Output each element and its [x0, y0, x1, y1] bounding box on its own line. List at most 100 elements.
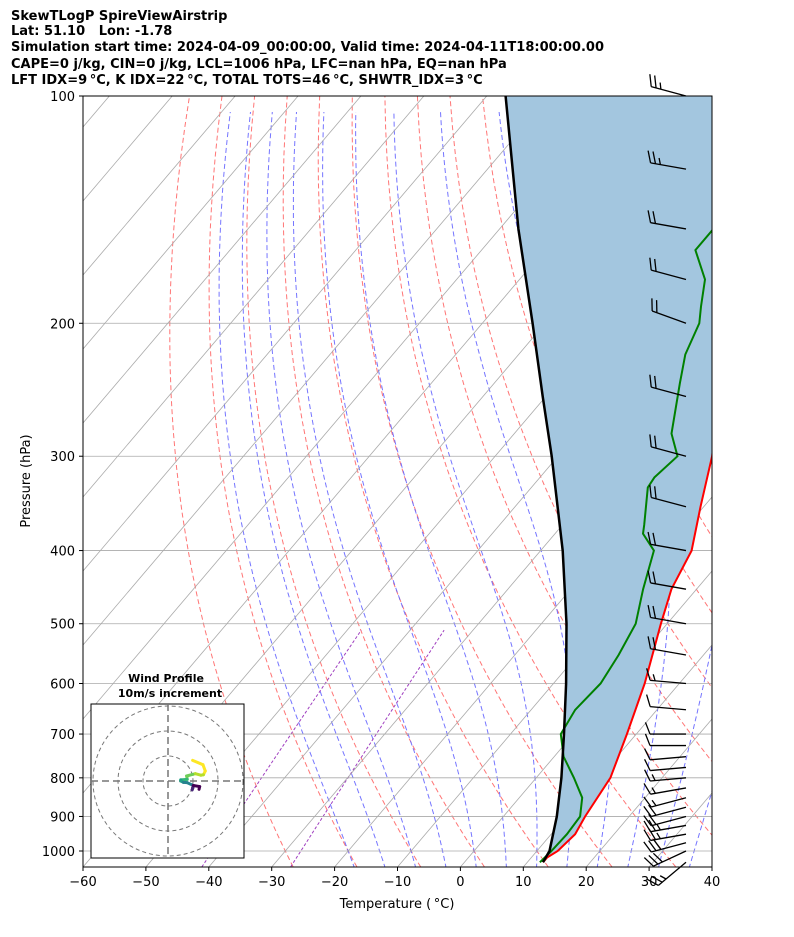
wind-barb	[644, 769, 687, 782]
inset-title: Wind Profile	[128, 672, 204, 685]
wind-barb-shaft	[650, 648, 687, 656]
wind-barb-feather	[654, 258, 657, 272]
x-tick-label: 20	[578, 875, 595, 890]
wind-barb	[647, 531, 687, 552]
isotherm-line	[397, 496, 712, 867]
dry-adiabat	[776, 96, 794, 867]
wind-barb-feather	[648, 854, 659, 865]
x-tick-label: −20	[321, 875, 348, 890]
wind-barb-feather	[652, 637, 657, 650]
isotherm-line	[83, 96, 362, 424]
temperature-line	[542, 448, 712, 863]
wind-barb-feather	[645, 694, 651, 707]
isotherm-line	[83, 96, 488, 572]
wind-barb-shaft	[651, 496, 687, 508]
wind-barb-feather	[644, 769, 651, 782]
wind-barb-feather	[652, 151, 657, 164]
wind-barb-shaft	[651, 806, 687, 818]
dewpoint-line	[539, 229, 712, 864]
wind-barb-shaft	[651, 310, 687, 324]
wind-barb-shaft	[651, 386, 687, 398]
isotherm-line	[585, 718, 712, 867]
dry-adiabat	[282, 96, 485, 867]
moist-adiabat	[355, 111, 507, 867]
dry-adiabat	[169, 96, 294, 867]
wind-barb-feather	[651, 787, 657, 794]
wind-barb-shaft	[650, 705, 687, 711]
x-tick-label: −30	[258, 875, 285, 890]
wind-barb-shaft	[650, 162, 687, 170]
wind-barb-feather	[644, 748, 651, 761]
dry-adiabat	[384, 96, 677, 867]
isotherm-line	[711, 866, 712, 867]
moist-adiabat	[322, 111, 477, 867]
wind-barb-shaft	[653, 850, 687, 867]
y-tick-label: 700	[50, 728, 75, 743]
wind-barb-feather	[649, 374, 652, 388]
y-axis-label: Pressure (hPa)	[19, 434, 34, 527]
wind-barb	[651, 298, 687, 324]
wind-barb-feather	[658, 157, 662, 165]
wind-barb-feather	[654, 435, 657, 449]
wind-barb-shaft	[650, 777, 687, 782]
wind-barb-feather	[643, 815, 652, 827]
wind-barb-feather	[654, 75, 657, 89]
wind-barb-shaft	[650, 766, 687, 772]
wind-barb	[647, 861, 687, 886]
wind-barb	[649, 257, 687, 281]
wind-barb-feather	[652, 571, 657, 584]
moist-adiabat	[266, 111, 417, 867]
y-tick-label: 600	[50, 678, 75, 693]
y-tick-label: 200	[50, 317, 75, 332]
chart-title: SkewTLogP SpireViewAirstrip	[11, 9, 228, 24]
dry-adiabat	[246, 96, 422, 867]
wind-barb-feather	[643, 783, 652, 795]
wind-barb-feather	[652, 211, 657, 224]
wind-barb-feather	[643, 820, 652, 833]
x-tick-label: −50	[132, 875, 159, 890]
wind-barb-feather	[649, 434, 652, 447]
wind-barb-shaft	[651, 269, 687, 281]
wind-barb-shaft	[651, 815, 687, 827]
isotherm-line	[83, 96, 236, 276]
y-tick-label: 900	[50, 810, 75, 825]
wind-barb-feather	[644, 722, 651, 735]
isotherm-line	[83, 96, 425, 498]
x-tick-label: −10	[384, 875, 411, 890]
dry-adiabat	[449, 96, 712, 763]
isotherm-line	[83, 96, 613, 720]
dry-adiabat	[208, 96, 358, 867]
wind-barb	[649, 74, 687, 97]
y-tick-label: 800	[50, 772, 75, 787]
wind-barb-feather	[648, 813, 657, 825]
wind-barb-feather	[648, 840, 657, 852]
wind-barb-feather	[643, 829, 652, 841]
y-tick-label: 300	[50, 450, 75, 465]
wind-barb-shaft	[650, 543, 687, 552]
dry-adiabat	[743, 96, 794, 867]
wind-barb	[649, 484, 687, 508]
wind-barb-shaft	[650, 787, 687, 795]
wind-barb-feather	[652, 852, 663, 863]
wind-barb	[647, 150, 687, 170]
wind-barb	[644, 748, 687, 761]
wind-barb	[647, 210, 687, 230]
wind-barb	[643, 838, 687, 853]
wind-barb-feather	[645, 668, 651, 681]
wind-barb-feather	[651, 799, 657, 807]
moist-adiabat	[241, 111, 386, 867]
x-tick-label: 10	[515, 875, 532, 890]
cape-cin-shade	[505, 96, 712, 863]
wind-barb-feather	[643, 857, 654, 867]
wind-barb-shaft	[650, 833, 687, 842]
wind-barb-shaft	[651, 86, 687, 97]
wind-barb	[645, 694, 687, 711]
cape-line: CAPE=0 j/kg, CIN=0 j/kg, LCL=1006 hPa, L…	[11, 57, 507, 72]
wind-barb-feather	[643, 806, 652, 817]
y-tick-label: 500	[50, 618, 75, 633]
wind-barb-feather	[652, 605, 657, 619]
wind-barb	[647, 636, 687, 656]
wind-barb-feather	[652, 532, 657, 546]
wind-barb-feather	[659, 875, 667, 880]
wind-barb	[643, 796, 687, 808]
